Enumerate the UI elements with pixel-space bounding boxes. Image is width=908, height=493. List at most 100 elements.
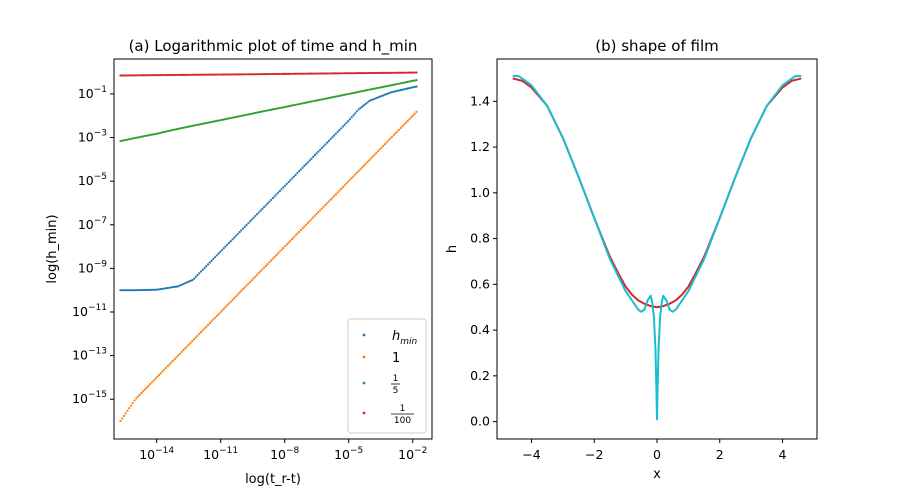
data-point [287,241,290,244]
data-point [368,100,371,103]
data-point [198,332,201,335]
data-point [206,121,210,124]
data-point [375,87,378,90]
data-point [303,72,306,75]
data-point [203,266,206,270]
y-tick-label: 0.0 [470,414,490,429]
data-point [140,74,143,77]
data-point [121,289,124,292]
data-point [334,72,337,75]
data-point [208,73,211,76]
data-point [299,168,302,171]
x-tick-label: −2 [585,447,603,462]
data-point [380,94,383,98]
data-point [122,139,126,142]
data-point [301,166,304,169]
data-point [394,83,397,86]
data-point [340,72,343,75]
data-point [129,289,133,292]
data-point [305,72,308,75]
data-point [170,73,173,77]
data-point [142,288,145,292]
data-point [380,86,383,89]
data-point [226,304,229,307]
data-point [150,288,154,291]
data-point [357,108,360,111]
data-point [312,72,315,75]
data-point [255,213,259,216]
data-point [291,104,294,107]
data-point [170,286,173,289]
data-point [150,381,154,384]
data-point [133,137,136,140]
data-point [201,329,204,332]
data-point [142,135,145,138]
profile-line-1 [512,77,802,309]
data-point [219,73,222,76]
y-tick-label: 1.4 [470,93,490,108]
x-tick-label: 10−5 [334,446,363,462]
data-point [347,180,350,183]
data-point [215,314,218,318]
data-point [406,80,409,83]
data-point [403,71,406,74]
data-point [401,71,404,74]
data-point [196,334,199,337]
data-point [359,72,362,75]
data-point [413,79,416,82]
data-point [168,73,171,77]
data-point [147,288,150,292]
data-point [310,72,313,75]
data-point [147,384,150,387]
data-point [319,209,322,212]
data-point [213,316,217,319]
data-point [196,274,199,277]
data-point [375,151,378,155]
data-point [124,138,127,142]
data-point [194,73,197,76]
data-point [350,72,353,75]
data-point [191,73,194,76]
data-point [373,71,376,75]
data-point [198,73,201,76]
data-point [392,134,395,137]
data-point [138,74,141,77]
data-point [354,72,357,75]
data-point [324,72,327,75]
data-point [336,191,339,194]
data-point [138,393,141,396]
data-point [128,289,131,292]
data-point [404,121,408,124]
data-point [227,302,231,305]
data-point [397,82,401,85]
data-point [390,71,394,74]
data-point [327,96,330,100]
data-point [182,282,185,286]
data-point [287,105,290,108]
data-point [180,73,183,76]
data-point [157,73,161,77]
data-point [157,373,161,377]
data-point [131,137,134,140]
data-point [352,91,355,95]
data-point [275,107,278,110]
data-point [343,123,346,126]
data-point [220,118,224,121]
data-point [312,216,315,219]
y-tick-label: 0.4 [470,322,490,337]
data-point [308,220,311,223]
data-point [128,74,131,77]
data-point [206,323,210,327]
data-point [285,72,288,75]
data-point [280,106,283,109]
film-shape-title: (b) shape of film [595,37,718,55]
data-point [143,134,147,138]
data-point [154,74,157,77]
data-point [397,89,401,92]
data-point [215,119,218,123]
data-point [217,73,220,76]
data-point [212,318,215,321]
data-point [359,90,362,93]
data-point [331,72,334,75]
data-point [259,209,262,212]
